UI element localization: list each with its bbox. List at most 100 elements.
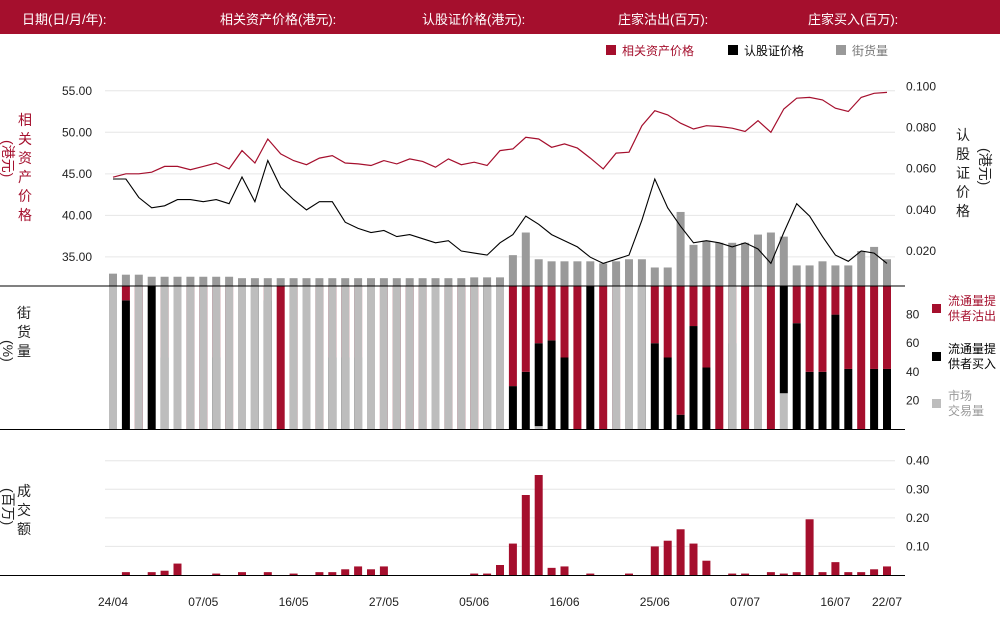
header-bought-label: 庄家买入(百万): [808, 12, 899, 27]
mm-sold-segment [870, 286, 879, 369]
outstanding-bar [431, 278, 440, 286]
mid-left-axis-title: 街 货 量 (%) [0, 305, 31, 362]
outstanding-bar [754, 234, 762, 286]
market-volume-bar [496, 286, 504, 429]
outstanding-bar [212, 276, 221, 286]
outstanding-bar [521, 232, 530, 286]
outstanding-bar [560, 261, 569, 286]
market-volume-bar [212, 286, 221, 429]
mid-legend-bought-1: 流通量提 [948, 341, 996, 356]
mm-sold-segment [121, 286, 130, 301]
mid-left-title-1: 街 [17, 305, 31, 321]
mm-sold-segment [521, 286, 530, 372]
right-top-axis-title: 认 股 证 价 格 (港元) [956, 127, 993, 219]
mm-bought-segment [831, 314, 840, 429]
turnover-bar [831, 562, 840, 575]
mm-sold-segment [689, 286, 698, 327]
right-tick-label: 0.020 [906, 244, 936, 258]
outstanding-bar [779, 236, 788, 286]
turnover-bar [470, 573, 479, 575]
market-volume-bar [160, 286, 169, 429]
outstanding-bar [818, 261, 827, 286]
x-tick-label: 24/04 [98, 595, 128, 609]
mm-sold-segment [650, 286, 659, 344]
x-tick-label: 16/05 [279, 595, 309, 609]
left-top-title-6: 格 [18, 207, 32, 223]
mm-sold-segment [805, 286, 814, 372]
mm-bought-segment [147, 286, 156, 429]
turnover-bar [508, 543, 517, 575]
mm-bought-segment [508, 386, 517, 429]
turnover-bar [289, 573, 298, 575]
outstanding-bar [766, 232, 775, 286]
turnover-bar [560, 566, 569, 575]
turnover-bar [547, 567, 556, 575]
outstanding-bar [650, 267, 659, 286]
header-underlying-label: 相关资产价格(港元): [220, 12, 337, 27]
outstanding-bar [573, 261, 582, 286]
market-volume-bar [470, 286, 479, 429]
outstanding-bar [534, 259, 543, 286]
outstanding-bar [250, 278, 259, 286]
outstanding-bar [741, 242, 750, 286]
market-volume-bar [728, 286, 737, 429]
turnover-bar [650, 546, 659, 575]
mm-sold-segment [792, 286, 801, 324]
mm-sold-segment [818, 286, 827, 372]
market-volume-bar [225, 286, 234, 429]
mm-bought-segment [792, 323, 801, 429]
market-volume-bar [379, 286, 388, 429]
outstanding-bar [792, 265, 801, 286]
left-top-unit: (港元) [0, 140, 16, 177]
header-date-label: 日期(日/月/年): [22, 12, 107, 27]
turnover-bar [483, 573, 492, 575]
outstanding-bar [637, 259, 646, 286]
market-volume-bar [418, 286, 427, 429]
underlying-price-line [112, 91, 888, 178]
mid-legend-market-1: 市场 [948, 388, 972, 403]
market-volume-bar [199, 286, 208, 429]
outstanding-split-bars [109, 286, 891, 429]
mm-bought-segment [883, 368, 891, 429]
market-volume-bar [289, 286, 298, 429]
legend-underlying-label: 相关资产价格 [622, 43, 694, 58]
market-volume-bar [431, 286, 440, 429]
mm-bought-segment [676, 414, 685, 429]
mm-sold-segment [560, 286, 569, 358]
mm-sold-segment [715, 286, 724, 429]
market-volume-bar [754, 286, 762, 429]
left-top-axis-title: 相 关 资 产 价 格 (港元) [0, 112, 32, 223]
turnover-bar [238, 572, 246, 575]
bottom-tick-label: 0.40 [906, 454, 930, 468]
market-volume-bar [457, 286, 466, 429]
x-tick-label: 16/07 [820, 595, 850, 609]
turnover-bar [315, 572, 324, 575]
market-volume-bar [302, 286, 311, 429]
mid-legend-market-2: 交易量 [948, 403, 984, 418]
outstanding-bar [483, 277, 492, 286]
mid-legend-sold-swatch [932, 304, 941, 313]
turnover-bar [521, 495, 530, 575]
mm-sold-segment [599, 286, 608, 429]
turnover-bar [857, 572, 866, 575]
outstanding-bar [121, 274, 130, 286]
left-tick-label: 40.00 [62, 208, 92, 222]
left-top-title-1: 相 [18, 112, 32, 128]
mid-legend-bought-2: 供者买入 [948, 357, 996, 371]
outstanding-bar [354, 278, 363, 286]
turnover-bar [586, 573, 595, 575]
outstanding-bar [147, 276, 156, 286]
right-top-title-2: 股 [956, 146, 970, 162]
header-warrant-label: 认股证价格(港元): [422, 12, 526, 27]
mm-sold-segment [534, 286, 543, 344]
left-tick-label: 50.00 [62, 125, 92, 139]
mm-sold-segment [741, 286, 750, 429]
bottom-left-axis-title: 成 交 额 (百万) [0, 483, 31, 537]
mm-sold-segment [573, 286, 582, 429]
turnover-bar [779, 573, 788, 575]
mm-bought-segment [560, 357, 569, 429]
mm-sold-segment [831, 286, 840, 315]
market-volume-bar [328, 286, 337, 429]
turnover-bars [121, 475, 891, 575]
outstanding-bar [392, 278, 401, 286]
